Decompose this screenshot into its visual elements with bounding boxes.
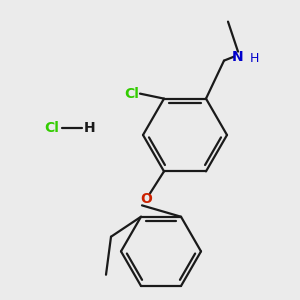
Text: N: N (232, 50, 244, 64)
Text: Cl: Cl (45, 121, 59, 135)
Text: Cl: Cl (124, 87, 140, 100)
Text: H: H (249, 52, 259, 65)
Text: O: O (140, 192, 152, 206)
Text: H: H (84, 121, 96, 135)
